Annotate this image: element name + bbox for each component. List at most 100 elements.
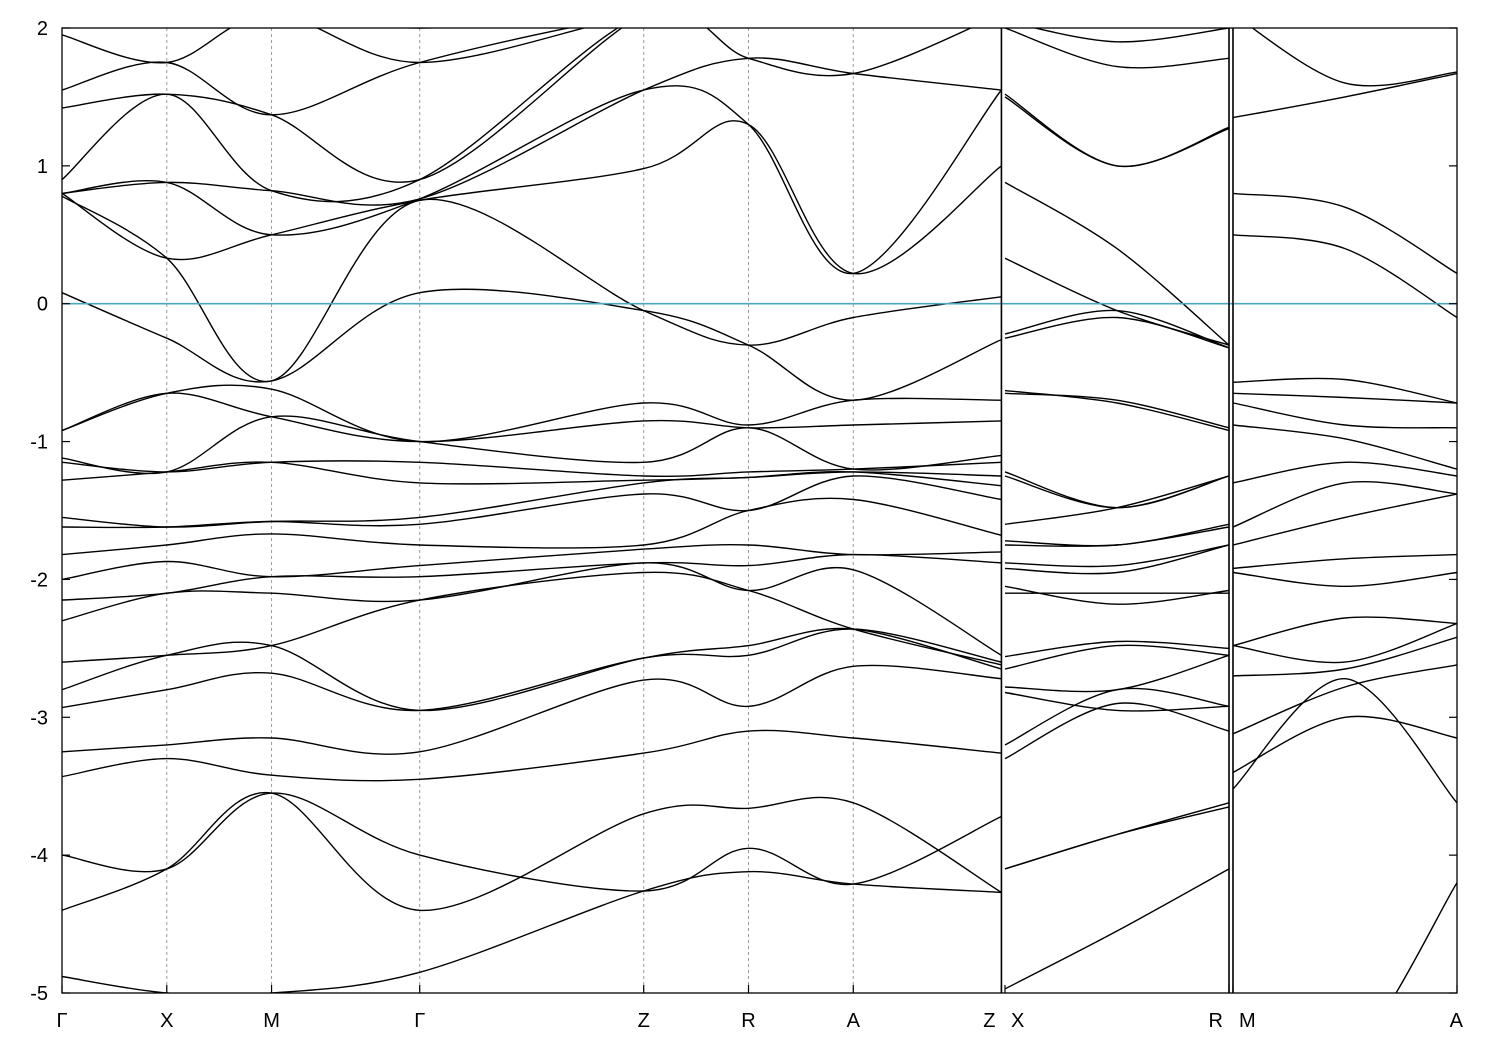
band-line xyxy=(1004,28,1230,69)
band-line xyxy=(1232,461,1457,484)
band-line xyxy=(62,28,572,116)
x-tick-label: M xyxy=(1239,1010,1256,1032)
band-line xyxy=(1004,640,1230,658)
y-tick-label: -3 xyxy=(30,707,48,729)
band-line xyxy=(62,28,450,29)
band-line xyxy=(62,120,1002,275)
x-tick-label: Z xyxy=(983,1010,995,1032)
band-line xyxy=(1232,424,1457,470)
band-line xyxy=(1004,585,1230,605)
band-line xyxy=(62,562,1002,656)
x-tick-label: X xyxy=(1011,1010,1024,1032)
band-lines xyxy=(62,28,1457,993)
band-line xyxy=(1004,471,1230,509)
x-tick-label: M xyxy=(263,1010,280,1032)
band-line xyxy=(62,792,1002,912)
band-line xyxy=(1232,553,1457,570)
band-line xyxy=(1004,687,1230,746)
band-line xyxy=(62,729,1002,782)
band-line xyxy=(1004,691,1230,712)
band-line xyxy=(1004,392,1230,429)
band-line xyxy=(1004,544,1230,568)
band-line xyxy=(62,571,1002,666)
band-line xyxy=(1232,622,1457,664)
band-line xyxy=(1232,72,1457,119)
band-line xyxy=(62,627,1002,712)
band-line xyxy=(62,664,1002,755)
band-line xyxy=(62,392,1002,443)
band-line xyxy=(1232,571,1457,588)
band-line xyxy=(1032,28,1230,43)
band-line xyxy=(62,57,1002,206)
band-line xyxy=(1232,234,1457,319)
band-line xyxy=(62,792,1002,892)
band-line xyxy=(62,384,1002,443)
band-line xyxy=(1004,93,1230,168)
x-tick-label: Γ xyxy=(56,1010,67,1032)
band-line xyxy=(1004,702,1230,760)
band-line xyxy=(1232,392,1457,404)
band-line xyxy=(1232,192,1457,275)
band-line xyxy=(62,460,1002,478)
y-tick-label: -5 xyxy=(30,983,48,1005)
band-line xyxy=(1232,377,1457,404)
band-line xyxy=(62,415,1002,475)
x-tick-label: Γ xyxy=(414,1010,425,1032)
band-line xyxy=(1004,644,1230,670)
band-line xyxy=(62,195,1002,383)
band-line xyxy=(62,553,1002,601)
x-tick-label: R xyxy=(1209,1010,1223,1032)
band-line xyxy=(62,28,587,64)
band-line xyxy=(62,470,1002,528)
band-line xyxy=(62,497,1002,556)
band-line xyxy=(1004,523,1230,547)
band-line xyxy=(62,544,1002,581)
x-tick-label: A xyxy=(1450,1010,1464,1032)
band-line xyxy=(1004,257,1230,346)
x-tick-label: R xyxy=(741,1010,755,1032)
band-line xyxy=(1251,28,1457,87)
y-tick-label: -4 xyxy=(30,845,48,867)
x-tick-label: X xyxy=(160,1010,173,1032)
band-line xyxy=(1004,475,1230,509)
band-line xyxy=(1232,664,1457,735)
band-line xyxy=(1004,389,1230,432)
band-line xyxy=(1232,481,1457,528)
band-line xyxy=(1232,493,1457,546)
plot-frame xyxy=(61,27,1458,994)
band-line xyxy=(1232,616,1457,647)
y-axis-ticks: 2 1 0 -1 -2 -3 -4 -5 xyxy=(30,18,1457,1005)
grid-lines xyxy=(166,28,854,993)
band-line xyxy=(62,628,1002,712)
band-line xyxy=(62,288,1002,401)
band-line xyxy=(62,461,1002,485)
y-tick-label: -2 xyxy=(30,569,48,591)
y-tick-label: -1 xyxy=(30,432,48,454)
band-line xyxy=(1232,677,1457,804)
x-tick-label: Z xyxy=(638,1010,650,1032)
band-line xyxy=(62,85,1002,275)
band-line xyxy=(1232,636,1457,677)
band-line xyxy=(1232,402,1457,429)
band-line xyxy=(1004,475,1230,525)
band-line xyxy=(62,870,1002,993)
band-line xyxy=(1004,544,1230,575)
band-line xyxy=(1004,654,1230,693)
band-line xyxy=(1395,882,1457,993)
y-tick-label: 2 xyxy=(37,18,48,40)
band-line xyxy=(62,475,1002,529)
x-tick-label: A xyxy=(847,1010,861,1032)
y-tick-label: 0 xyxy=(37,294,48,316)
band-line xyxy=(62,28,973,203)
band-line xyxy=(1004,181,1230,346)
band-line xyxy=(1004,806,1230,870)
band-line xyxy=(1232,715,1457,774)
band-line xyxy=(62,28,623,183)
segment-borders xyxy=(1000,28,1234,993)
band-line xyxy=(1004,96,1230,168)
band-line xyxy=(1004,316,1230,349)
band-line xyxy=(1004,868,1230,990)
y-tick-label: 1 xyxy=(37,156,48,178)
